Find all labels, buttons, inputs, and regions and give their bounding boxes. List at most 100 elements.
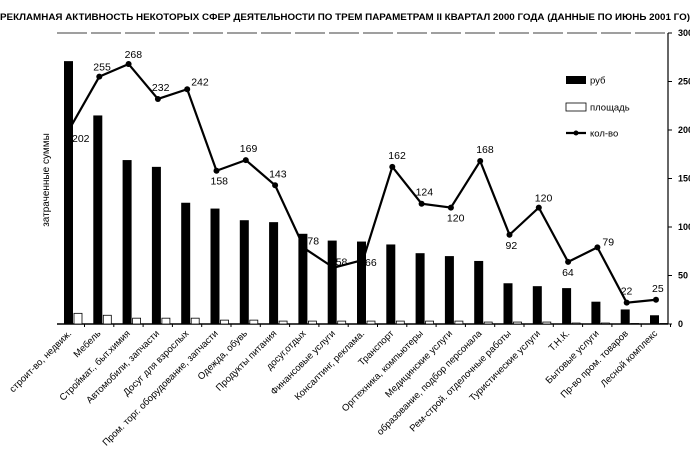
- y2-tick-label: 200: [678, 125, 690, 135]
- bar-rub: [591, 301, 601, 324]
- y2-tick-label: 250: [678, 77, 690, 87]
- data-label: 242: [191, 76, 209, 88]
- line-point: [67, 125, 73, 132]
- line-point: [447, 204, 454, 211]
- y2-tick-label: 150: [678, 174, 690, 184]
- x-tick-label: строит-во, недвиж.: [7, 328, 74, 395]
- line-point: [184, 86, 191, 93]
- data-label: 232: [152, 82, 170, 94]
- line-point: [477, 158, 484, 165]
- line-point: [330, 264, 337, 271]
- bar-rub: [620, 309, 630, 324]
- bar-rub: [210, 208, 220, 324]
- bar-area: [366, 320, 376, 325]
- data-label: 158: [211, 176, 229, 188]
- line-point: [535, 204, 542, 211]
- data-label: 143: [269, 168, 287, 180]
- data-label: 120: [447, 213, 465, 225]
- line-point: [96, 73, 103, 80]
- bar-area: [161, 317, 171, 325]
- bar-area: [337, 320, 347, 325]
- line-point: [653, 296, 659, 303]
- bar-rub: [269, 222, 279, 324]
- y2-tick-label: 300: [678, 28, 690, 38]
- data-label: 58: [336, 257, 348, 269]
- bar-rub: [239, 220, 249, 324]
- data-label: 169: [240, 143, 258, 155]
- bar-rub: [474, 260, 484, 324]
- bar-area: [513, 321, 522, 325]
- legend-label: кол-во: [590, 129, 618, 140]
- bar-area: [278, 320, 288, 325]
- bar-rub: [357, 241, 366, 324]
- bar-area: [102, 314, 112, 325]
- line-point: [360, 256, 366, 263]
- line-point: [154, 95, 161, 102]
- bar-area: [601, 322, 610, 325]
- legend-swatch-rub: [566, 76, 586, 84]
- line-point: [242, 157, 249, 164]
- chart-title: РЕКЛАМНАЯ АКТИВНОСТЬ НЕКОТОРЫХ СФЕР ДЕЯТ…: [0, 12, 690, 23]
- line-point: [272, 182, 279, 189]
- data-label: 202: [72, 133, 90, 145]
- bar-rub: [415, 253, 425, 324]
- bar-area: [571, 322, 581, 325]
- line-point: [301, 245, 308, 252]
- bar-area: [454, 320, 464, 325]
- bar-area: [483, 321, 493, 325]
- y2-tick-label: 0: [678, 319, 683, 329]
- bar-rub: [532, 286, 542, 324]
- x-tick-label: Т.Н.К.: [547, 328, 573, 354]
- line-point: [565, 258, 572, 265]
- line-point: [213, 167, 220, 174]
- bar-rub: [444, 256, 454, 324]
- bar-rub: [151, 166, 161, 324]
- bar-rub: [122, 160, 132, 324]
- bar-area: [307, 320, 317, 325]
- data-label: 25: [652, 283, 664, 295]
- bar-area: [220, 319, 229, 325]
- bar-rub: [386, 244, 396, 324]
- y-axis-label: затраченные суммы: [41, 133, 52, 227]
- line-point: [623, 299, 630, 306]
- line-point: [506, 231, 513, 238]
- bar-rub: [93, 115, 103, 324]
- bar-area: [395, 320, 405, 325]
- bar-area: [659, 323, 669, 325]
- data-label: 255: [93, 62, 111, 74]
- bar-rub: [650, 315, 659, 324]
- data-label: 120: [535, 193, 553, 205]
- bar-rub: [503, 283, 513, 324]
- bar-rub: [298, 233, 308, 324]
- bar-area: [542, 321, 552, 325]
- data-label: 268: [125, 49, 143, 61]
- plot-area: 050100150200250300строит-во, недвиж.Мебе…: [7, 28, 690, 448]
- line-point: [389, 163, 396, 170]
- legend-label: руб: [590, 76, 606, 87]
- bar-rub: [64, 61, 73, 324]
- data-label: 162: [388, 150, 406, 162]
- legend-label: площадь: [590, 103, 630, 114]
- legend-marker-kolvo: [573, 130, 579, 136]
- bar-area: [425, 320, 435, 325]
- line-point: [418, 200, 425, 207]
- bar-area: [132, 317, 142, 325]
- data-label: 78: [307, 235, 319, 247]
- data-label: 124: [416, 187, 434, 199]
- y2-tick-label: 100: [678, 222, 690, 232]
- data-label: 168: [476, 144, 494, 156]
- bar-area: [630, 323, 640, 325]
- data-label: 22: [621, 286, 633, 298]
- y2-tick-label: 50: [678, 271, 688, 281]
- line-point: [125, 61, 132, 68]
- bar-area: [190, 317, 200, 325]
- data-label: 66: [365, 257, 377, 269]
- data-label: 64: [562, 267, 574, 279]
- bar-rub: [327, 240, 337, 324]
- line-point: [594, 244, 601, 251]
- bar-rub: [562, 288, 572, 324]
- legend: руб площадь кол-во: [565, 76, 630, 140]
- legend-swatch-area: [565, 102, 587, 112]
- data-label: 92: [506, 240, 518, 252]
